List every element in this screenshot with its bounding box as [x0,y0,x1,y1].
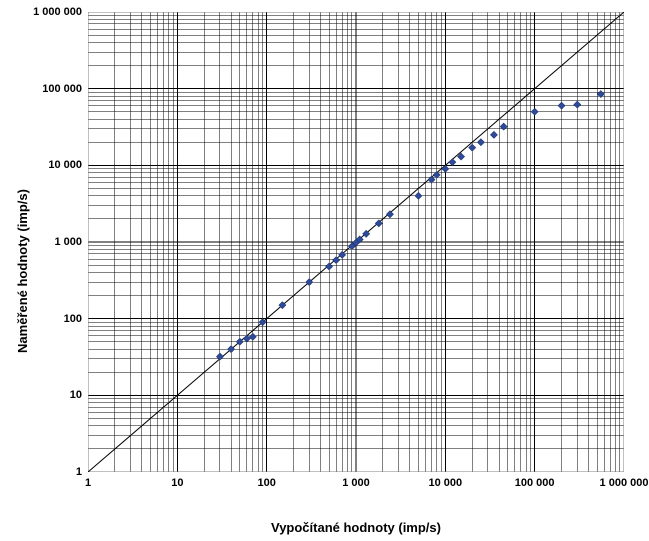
y-tick-label: 10 000 [48,159,82,171]
x-tick-label: 1 [85,477,91,489]
x-tick-label: 1 000 [342,477,370,489]
data-point [243,335,250,342]
data-point [469,144,476,151]
chart-container: Naměřené hodnoty (imp/s) Vypočítané hodn… [0,0,649,541]
x-tick-label: 10 [171,477,183,489]
data-point [574,101,581,108]
x-tick-label: 1 000 000 [600,477,649,489]
x-tick-label: 100 [257,477,275,489]
data-point [500,123,507,130]
data-point [490,131,497,138]
data-point [326,263,333,270]
data-point [386,211,393,218]
y-tick-label: 1 000 [54,236,82,248]
data-point [597,91,604,98]
data-point [333,257,340,264]
chart-svg [88,12,624,472]
data-point [531,108,538,115]
data-point [558,102,565,109]
y-tick-label: 1 000 000 [33,6,82,18]
data-point [415,192,422,199]
data-point [216,353,223,360]
x-axis-label: Vypočítané hodnoty (imp/s) [88,520,624,535]
data-point [449,159,456,166]
data-point [477,139,484,146]
y-axis-label: Naměřené hodnoty (imp/s) [15,189,30,353]
data-point [442,165,449,172]
plot-area [88,12,624,472]
x-tick-label: 10 000 [429,477,463,489]
y-tick-label: 100 [64,313,82,325]
x-tick-label: 100 000 [515,477,555,489]
y-tick-label: 1 [76,466,82,478]
y-tick-label: 100 000 [42,83,82,95]
data-point [249,333,256,340]
y-tick-label: 10 [70,389,82,401]
